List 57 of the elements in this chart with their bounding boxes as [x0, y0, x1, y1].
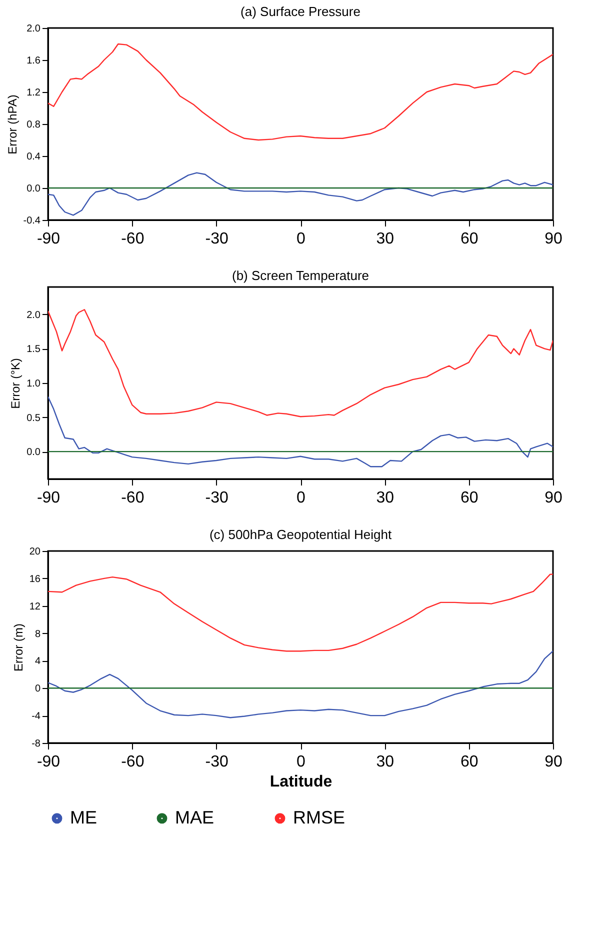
- line-series: [48, 172, 553, 216]
- y-tick-label: 1.0: [26, 378, 41, 390]
- x-tick-label: 30: [376, 230, 394, 248]
- y-tick-label: 0.4: [26, 152, 41, 162]
- y-tick-label: -4: [32, 711, 41, 722]
- line-series: [48, 309, 553, 418]
- x-tick-label: 90: [544, 230, 562, 248]
- y-axis-title: Error (m): [11, 624, 26, 672]
- x-axis-title: Latitude: [270, 774, 332, 790]
- x-tick-label: -30: [205, 490, 228, 506]
- x-tick-label: -90: [36, 490, 60, 506]
- line-series: [48, 396, 553, 468]
- x-tick-label: 0: [296, 754, 306, 770]
- x-tick-label: 60: [460, 490, 478, 506]
- y-tick-label: -0.4: [23, 216, 41, 226]
- y-tick-label: 0.0: [26, 447, 41, 458]
- y-tick-label: 16: [29, 574, 41, 585]
- chart-title: (a) Surface Pressure: [240, 4, 360, 19]
- x-tick-label: 0: [296, 230, 306, 248]
- y-tick-label: 0.8: [26, 120, 41, 130]
- x-tick-label: -90: [36, 754, 60, 770]
- x-tick-label: -60: [121, 754, 144, 770]
- y-tick-label: 0: [34, 684, 41, 695]
- line-series: [48, 43, 553, 141]
- y-tick-label: 0.0: [26, 184, 41, 194]
- y-axis-title: Error (hPA): [5, 94, 20, 154]
- y-tick-label: 0.5: [26, 412, 41, 424]
- y-tick-label: 1.6: [26, 56, 41, 66]
- y-tick-label: -8: [32, 738, 41, 750]
- chart-title: (b) Screen Temperature: [232, 268, 370, 283]
- y-tick-label: 2.0: [26, 24, 41, 34]
- x-tick-label: 30: [376, 490, 394, 506]
- x-tick-label: -30: [205, 754, 228, 770]
- y-tick-label: 8: [34, 628, 41, 640]
- legend-label: RMSE: [293, 807, 346, 828]
- x-tick-label: -90: [36, 230, 60, 248]
- legend-label: MAE: [175, 807, 214, 828]
- x-tick-label: 60: [460, 230, 478, 248]
- legend-label: ME: [70, 807, 97, 828]
- y-tick-label: 1.2: [26, 88, 41, 98]
- y-tick-label: 20: [29, 546, 41, 558]
- x-tick-label: 60: [460, 754, 478, 770]
- x-tick-label: -30: [205, 230, 228, 248]
- x-tick-label: -60: [121, 490, 144, 506]
- y-tick-label: 2.0: [26, 310, 41, 321]
- line-series: [48, 650, 553, 718]
- x-tick-label: 90: [544, 490, 562, 506]
- y-tick-label: 4: [34, 656, 41, 668]
- chart-title: (c) 500hPa Geopotential Height: [209, 527, 392, 542]
- y-axis-title: Error (°K): [8, 358, 23, 409]
- x-tick-label: 0: [296, 490, 306, 506]
- y-tick-label: 12: [29, 601, 41, 612]
- x-tick-label: 30: [376, 754, 394, 770]
- y-tick-label: 1.5: [26, 344, 41, 356]
- x-tick-label: -60: [121, 230, 144, 248]
- x-tick-label: 90: [544, 754, 562, 770]
- line-series: [48, 574, 553, 652]
